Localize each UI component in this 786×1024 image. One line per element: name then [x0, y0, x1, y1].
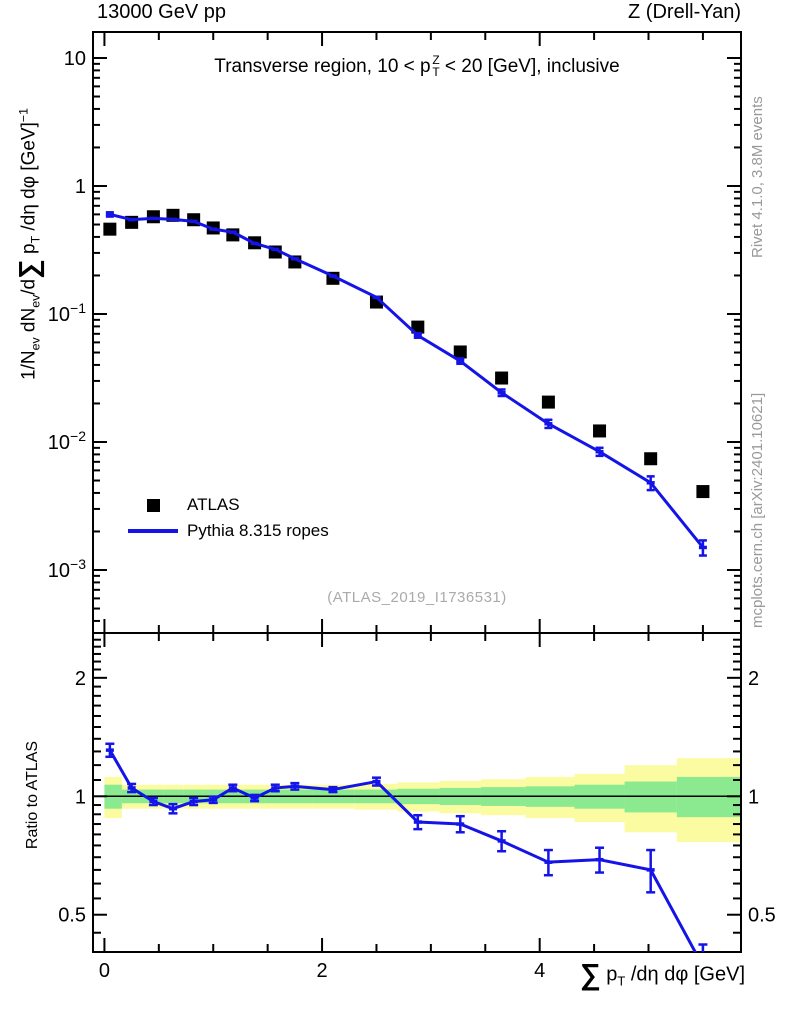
- svg-text:2: 2: [748, 668, 759, 690]
- ylabel-sub2: ev: [28, 294, 43, 308]
- pythia-marker-box: [128, 529, 178, 533]
- ylabel-post: /dη dφ [GeV]: [18, 122, 40, 236]
- ylabel-sub3: T: [28, 235, 43, 244]
- sum-symbol-x: ∑: [579, 959, 601, 991]
- ylabel-m1: dN: [18, 307, 40, 338]
- ylabel-sup: −1: [16, 108, 31, 123]
- svg-text:2: 2: [316, 960, 327, 982]
- svg-text:1: 1: [748, 786, 759, 808]
- svg-text:2: 2: [75, 668, 86, 690]
- legend-label-atlas: ATLAS: [187, 495, 240, 514]
- analysis-watermark: (ATLAS_2019_I1736531): [327, 589, 507, 606]
- ylabel-m2: /d: [18, 278, 40, 295]
- sum-symbol: ∑: [13, 259, 44, 279]
- rivet-version-note: Rivet 4.1.0, 3.8M events: [749, 96, 766, 258]
- pt-superscript: Z: [432, 53, 440, 68]
- atlas-square-marker: [146, 498, 160, 512]
- svg-text:0.5: 0.5: [58, 905, 86, 927]
- svg-text:0: 0: [99, 960, 110, 982]
- x-axis-label: ∑ pT /dη dφ [GeV]: [580, 959, 745, 992]
- y-axis-label-main: 1/Nev dNev/d∑ pT /dη dφ [GeV]−1: [13, 18, 45, 380]
- svg-text:10: 10: [64, 48, 86, 70]
- ylabel-m3: p: [18, 243, 40, 260]
- xlabel-sub: T: [617, 973, 626, 989]
- process-label: Z (Drell-Yan): [628, 1, 741, 23]
- ylabel-sub1: ev: [28, 337, 43, 351]
- legend-item-atlas: ATLAS: [128, 495, 240, 515]
- svg-text:4: 4: [534, 960, 545, 982]
- svg-text:10−2: 10−2: [48, 428, 86, 454]
- y-axis-label-ratio: Ratio to ATLAS: [24, 740, 41, 850]
- beam-energy-label: 13000 GeV pp: [97, 1, 226, 23]
- pythia-line-marker: [128, 529, 178, 533]
- atlas-marker-box: [128, 498, 178, 512]
- panel-title-pre: Transverse region, 10 < p: [214, 56, 431, 77]
- legend-item-pythia: Pythia 8.315 ropes: [128, 521, 329, 541]
- svg-text:10−3: 10−3: [48, 556, 86, 582]
- mcplots-note: mcplots.cern.ch [arXiv:2401.10621]: [749, 392, 766, 628]
- xlabel-post: /dη dφ [GeV]: [625, 963, 745, 986]
- svg-text:0.5: 0.5: [748, 905, 776, 927]
- svg-text:1: 1: [75, 786, 86, 808]
- pt-subscript: T: [432, 64, 440, 79]
- svg-text:1: 1: [75, 176, 86, 198]
- legend-label-pythia: Pythia 8.315 ropes: [187, 521, 329, 540]
- panel-title-post: < 20 [GeV], inclusive: [439, 56, 620, 77]
- ylabel-pre: 1/N: [18, 350, 40, 380]
- svg-text:10−1: 10−1: [48, 300, 86, 326]
- xlabel-m1: p: [600, 963, 618, 986]
